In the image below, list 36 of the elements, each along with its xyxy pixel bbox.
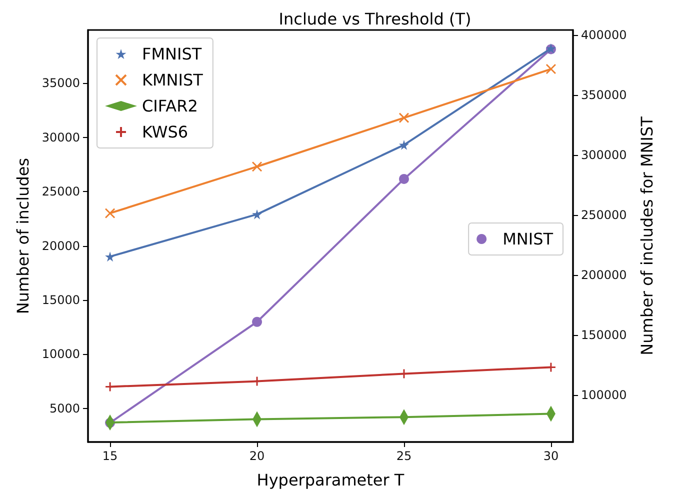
point xyxy=(398,174,409,184)
y2-axis-title: Number of includes for MNIST xyxy=(638,116,656,356)
point xyxy=(252,209,262,220)
legend-label: KMNIST xyxy=(142,70,204,90)
y-tick-label: 5000 xyxy=(49,401,80,416)
x-tick-label: 30 xyxy=(543,449,559,463)
x-tick-label: 25 xyxy=(396,449,412,463)
x-tick-label: 15 xyxy=(102,449,118,463)
y2-tick-label: 400000 xyxy=(581,28,627,42)
point xyxy=(252,161,262,172)
y-tick-label: 30000 xyxy=(42,130,80,144)
x-tick-label: 20 xyxy=(249,449,265,463)
y2-tick-label: 350000 xyxy=(581,88,627,102)
y-tick-label: 10000 xyxy=(42,347,80,362)
y2-tick-label: 150000 xyxy=(581,328,627,342)
y-tick-label: 20000 xyxy=(42,238,80,253)
legend-label: FMNIST xyxy=(142,44,202,64)
y-tick-label: 25000 xyxy=(42,184,80,199)
y2-tick-label: 100000 xyxy=(581,388,627,402)
chart-title: Include vs Threshold (T) xyxy=(278,10,472,28)
point xyxy=(398,112,410,124)
point xyxy=(546,64,556,74)
point xyxy=(105,252,116,262)
x-axis-title: Hyperparameter T xyxy=(256,470,404,490)
y2-tick-label: 300000 xyxy=(581,148,627,162)
legend-label: MNIST xyxy=(502,230,554,248)
y2-tick-label: 200000 xyxy=(581,268,627,282)
legend-label: CIFAR2 xyxy=(142,96,198,116)
y-axis-title: Number of includes xyxy=(13,158,32,314)
point xyxy=(104,208,116,218)
y-tick-label: 15000 xyxy=(42,292,80,307)
point xyxy=(252,316,262,327)
y-tick-label: 35000 xyxy=(42,76,80,90)
legend-label: KWS6 xyxy=(142,122,188,142)
point xyxy=(398,140,409,150)
y2-tick-label: 250000 xyxy=(581,208,627,222)
